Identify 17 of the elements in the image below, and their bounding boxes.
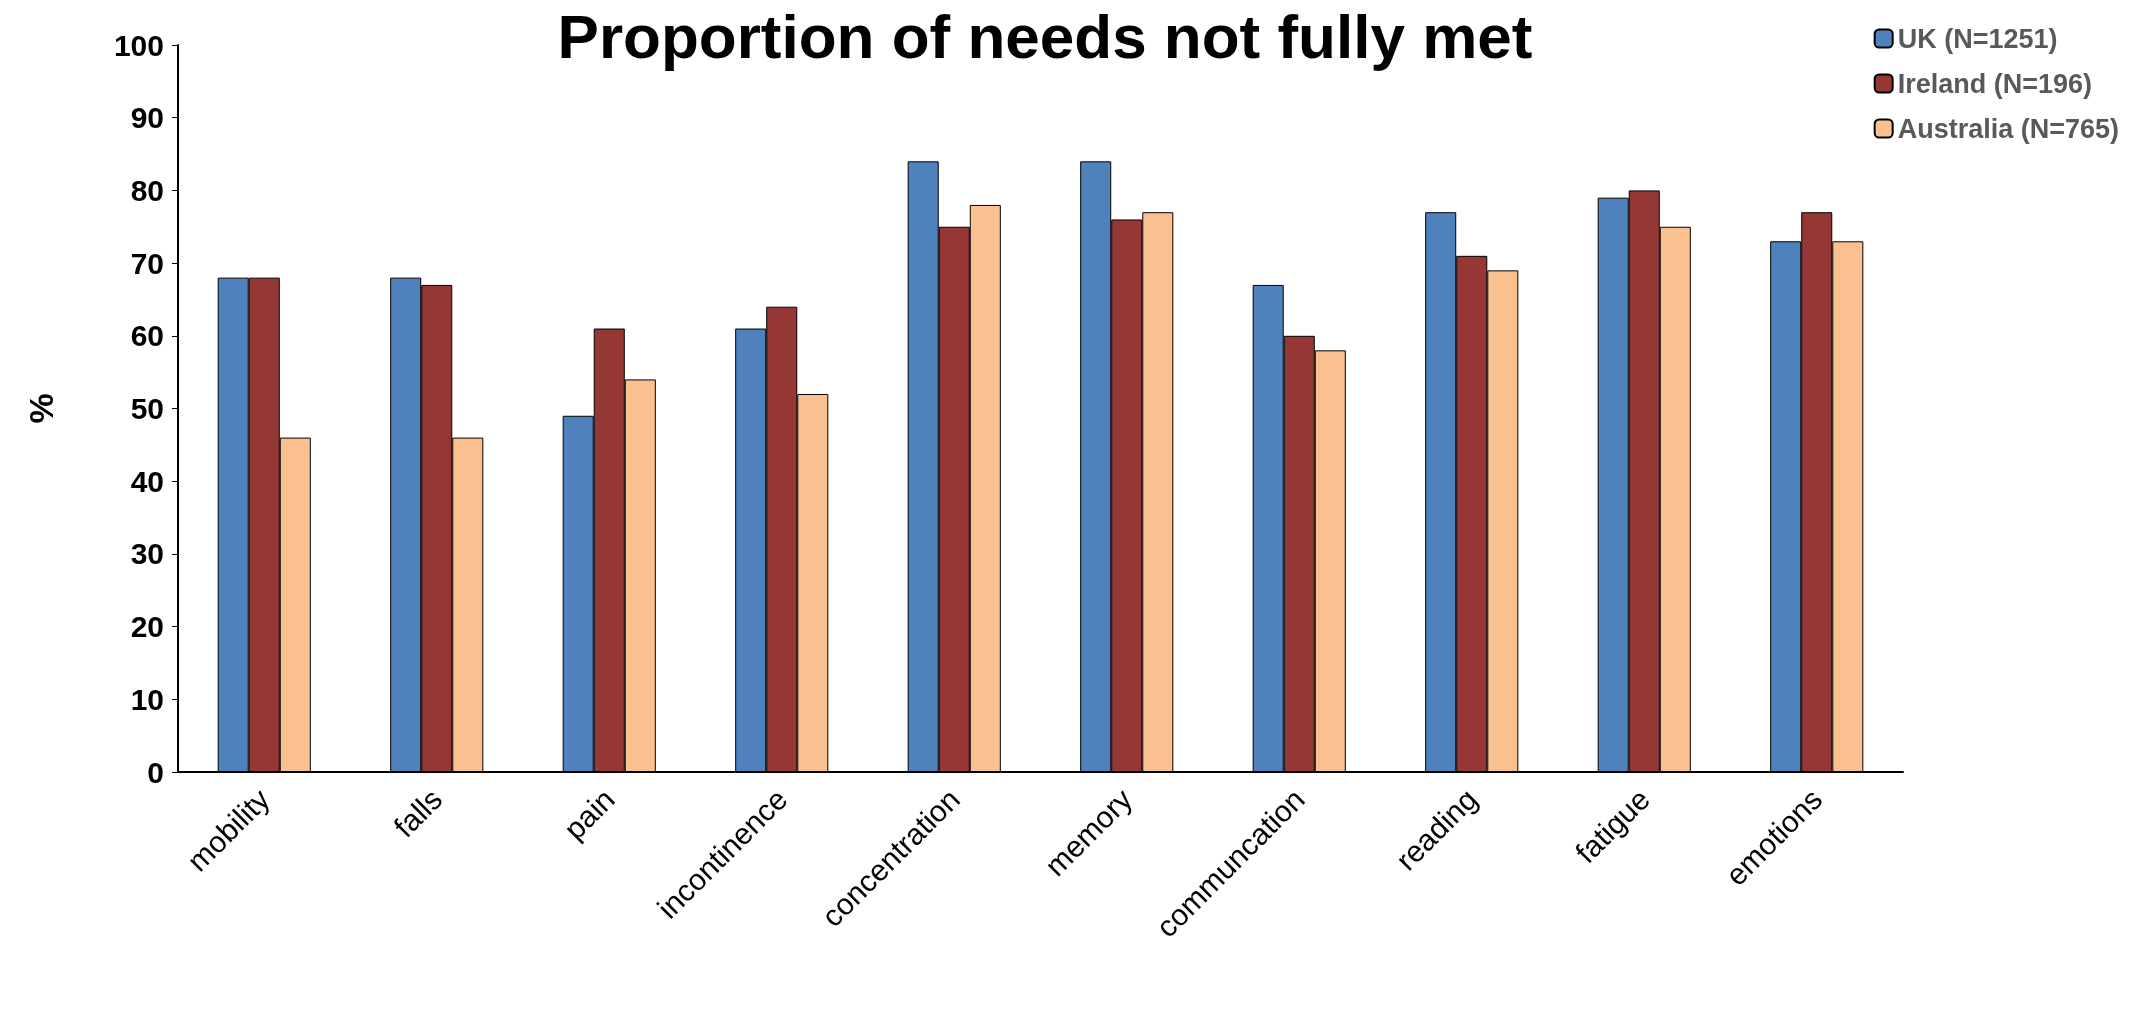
y-tick-label: 10 [130, 682, 164, 716]
chart-title: Proportion of needs not fully met [557, 1, 1533, 71]
y-tick-label: 60 [130, 319, 164, 353]
y-tick-label: 80 [130, 173, 164, 207]
y-tick-label: 50 [130, 392, 164, 425]
y-tick-label: 100 [113, 28, 164, 62]
y-tick-label: 30 [130, 537, 164, 571]
y-axis-title: % [22, 393, 60, 424]
legend-label: Australia (N=765) [1897, 113, 2119, 144]
x-tick-label: falls [387, 782, 449, 844]
legend-label: Ireland (N=196) [1897, 68, 2092, 99]
legend-label: UK (N=1251) [1897, 23, 2058, 54]
y-tick-label: 20 [130, 610, 164, 644]
y-tick-label: 90 [130, 101, 164, 135]
y-tick-label: 70 [130, 246, 164, 280]
y-tick-label: 40 [130, 464, 164, 498]
y-tick-label: 0 [147, 755, 164, 789]
